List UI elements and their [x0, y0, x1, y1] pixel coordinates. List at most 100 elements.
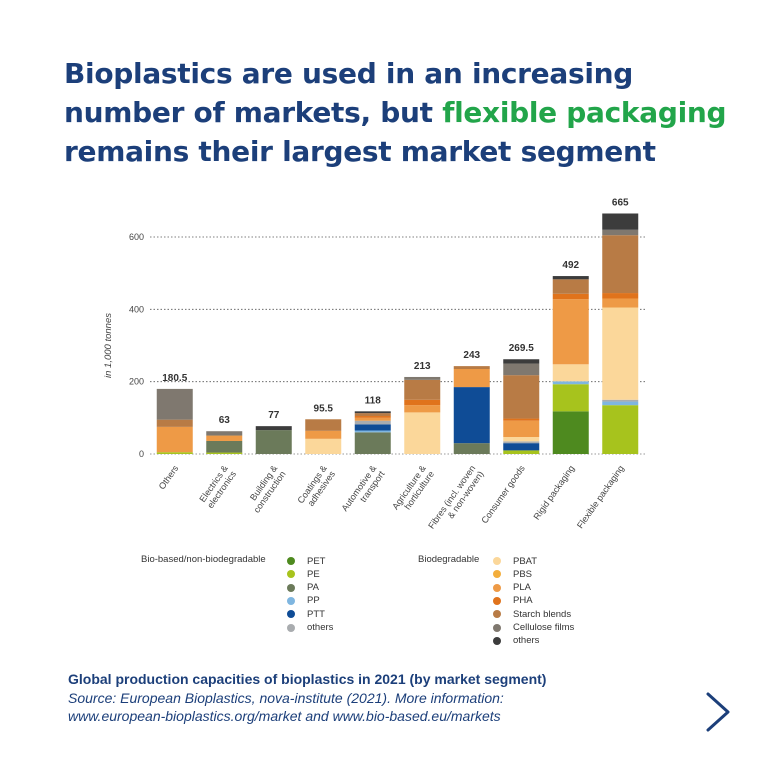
legend-item: PBS: [493, 568, 532, 580]
bar-total-label: 492: [562, 260, 579, 271]
x-tick-label: Others: [157, 463, 181, 491]
bar-segment: [552, 364, 589, 382]
bar-segment: [354, 432, 391, 454]
x-tick-label: Agriculture &horticulture: [390, 463, 436, 517]
legend-label: PA: [307, 582, 319, 594]
bar-segment: [552, 384, 589, 412]
bar-segment: [354, 424, 391, 431]
legend-item: PLA: [493, 582, 531, 594]
legend-label: Cellulose films: [513, 622, 575, 633]
bar-segment: [453, 369, 490, 388]
bar-total-label: 180.5: [162, 373, 187, 384]
x-tick-label-line: Rigid packaging: [531, 463, 576, 521]
bar-segment: [503, 420, 540, 438]
legend-item: PHA: [493, 595, 533, 607]
bar-segment: [206, 440, 243, 453]
bar-segment: [552, 279, 589, 294]
bar-total-label: 243: [463, 350, 480, 361]
legend-label: PE: [307, 568, 320, 580]
bar-segment: [602, 401, 639, 406]
legend-swatch: [287, 570, 295, 579]
legend-item: Cellulose films: [493, 622, 574, 634]
chevron-right-icon[interactable]: [700, 690, 734, 734]
legend-label: PBS: [513, 568, 533, 580]
bar-segment: [305, 419, 342, 431]
bar-segment: [552, 293, 589, 300]
y-tick-label: 600: [129, 232, 144, 242]
caption: Global production capacities of bioplast…: [68, 670, 688, 726]
bar-segment: [552, 276, 589, 280]
bar-segment: [206, 431, 243, 436]
legend-nonbio-title: Bio-based/non-biodegradable: [141, 554, 266, 565]
legend-swatch: [493, 570, 501, 579]
legend-item: PE: [287, 568, 320, 580]
bar-total-label: 269.5: [509, 343, 534, 354]
headline-part1: Bioplastics are used in an increasing nu…: [64, 57, 634, 129]
x-tick-label: Flexible packaging: [575, 463, 626, 530]
y-axis-label: in 1,000 tonnes: [103, 313, 114, 378]
y-tick-label: 0: [139, 449, 144, 459]
bar-segment: [255, 430, 292, 454]
legend-swatch: [287, 596, 295, 605]
legend-item: PA: [287, 582, 319, 594]
caption-title: Global production capacities of bioplast…: [68, 671, 547, 687]
legend-label: PBAT: [513, 555, 538, 567]
x-tick-label: Rigid packaging: [531, 463, 576, 521]
caption-source-line1: Source: European Bioplastics, nova-insti…: [68, 689, 504, 706]
legend-label: Starch blends: [513, 608, 572, 620]
legend-label: PTT: [307, 608, 325, 620]
x-tick-label: Building &construction: [243, 463, 287, 514]
bar-segment: [503, 437, 540, 442]
legend-swatch: [287, 610, 295, 619]
bar-segment: [503, 443, 540, 451]
bar-segment: [305, 430, 342, 439]
headline: Bioplastics are used in an increasing nu…: [64, 54, 744, 171]
bar-segment: [602, 399, 639, 402]
x-tick-label-line: Flexible packaging: [575, 463, 626, 530]
legend-label: PLA: [513, 582, 531, 594]
legend-item: PBAT: [493, 555, 537, 567]
bar-segment: [503, 418, 540, 421]
bar-segment: [156, 388, 193, 420]
legend-label: others: [307, 622, 334, 633]
legend-item: PTT: [287, 608, 325, 620]
legend-item: others: [493, 635, 539, 647]
bar-total-label: 77: [268, 410, 280, 421]
bar-segment: [156, 452, 193, 454]
bar-segment: [354, 430, 391, 433]
bar-total-label: 118: [365, 395, 382, 406]
legend-bio-title: Biodegradable: [418, 554, 480, 565]
caption-source-line2: www.european-bioplastics.org/market and …: [68, 708, 501, 724]
y-tick-label: 400: [129, 304, 144, 314]
legend-swatch: [493, 583, 501, 592]
bar-segment: [503, 363, 540, 376]
bar-segment: [255, 426, 292, 431]
bar-segment: [156, 419, 193, 427]
bar-segment: [503, 441, 540, 444]
bar-segment: [602, 293, 639, 299]
legend-swatch: [493, 610, 501, 619]
bar-segment: [354, 417, 391, 421]
x-tick-label: Consumer goods: [479, 463, 527, 525]
bar-segment: [453, 366, 490, 370]
bar-total-label: 63: [219, 415, 231, 426]
legend-item: PP: [287, 595, 320, 607]
legend-swatch: [287, 623, 295, 632]
bar-segment: [602, 229, 639, 236]
bar-segment: [404, 399, 441, 406]
y-tick-label: 200: [129, 377, 144, 387]
legend-item: others: [287, 622, 333, 634]
x-tick-label: Electrics &electronics: [197, 463, 238, 510]
legend-label: others: [513, 635, 540, 647]
bar-segment: [404, 405, 441, 413]
legend-swatch: [493, 557, 501, 565]
bar-segment: [404, 379, 441, 400]
legend-label: PHA: [513, 595, 533, 607]
bar-segment: [552, 381, 589, 385]
legend-swatch: [493, 623, 501, 632]
bar-segment: [354, 413, 391, 417]
bar-segment: [156, 426, 193, 453]
legend-item: PET: [287, 555, 325, 567]
legend-label: PP: [307, 595, 320, 607]
legend-swatch: [493, 636, 501, 645]
